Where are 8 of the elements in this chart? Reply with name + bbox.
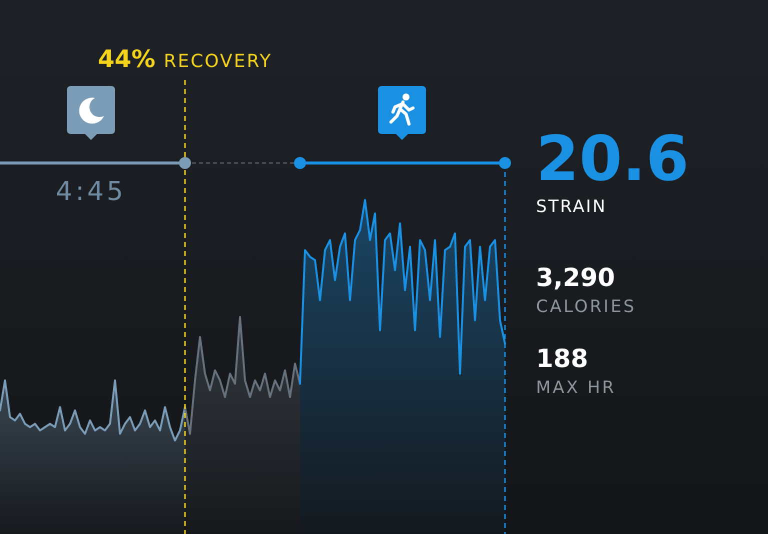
text: MAX HR bbox=[536, 378, 616, 398]
text: 188 bbox=[536, 344, 588, 373]
text: 20.6 bbox=[536, 122, 689, 195]
text: 3,290 bbox=[536, 263, 616, 292]
annotation: 4:45 bbox=[56, 177, 126, 207]
text: STRAIN bbox=[536, 197, 607, 217]
text: CALORIES bbox=[536, 297, 636, 317]
text: 44% RECOVERY bbox=[98, 45, 272, 73]
